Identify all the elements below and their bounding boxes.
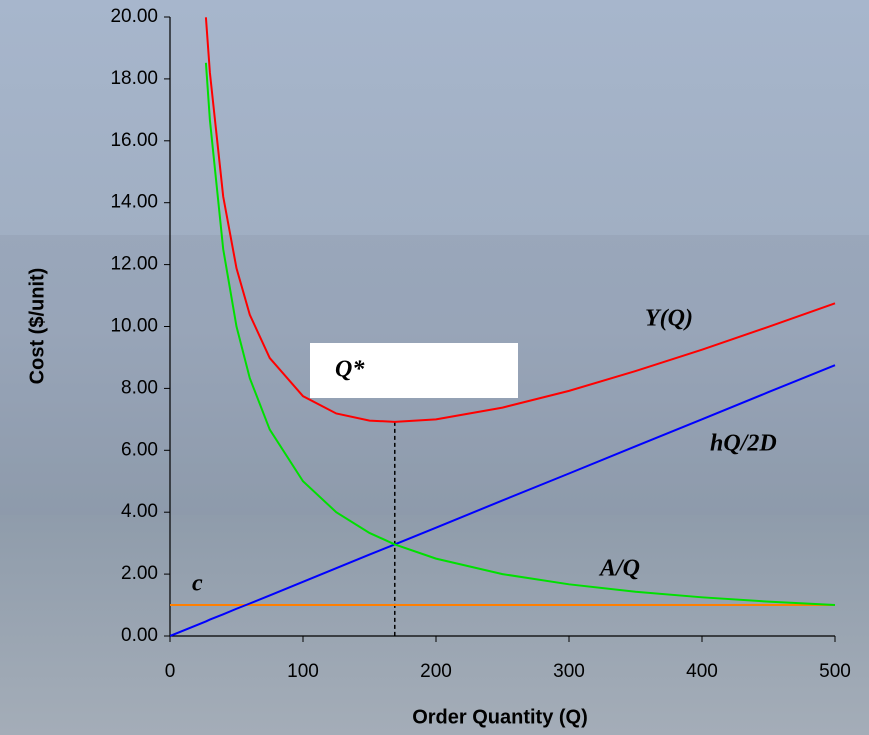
x-axis-title: Order Quantity (Q) (412, 706, 588, 728)
y-tick-label: 6.00 (121, 439, 158, 460)
series-label: hQ/2D (710, 431, 777, 457)
x-tick-label: 100 (287, 661, 319, 682)
chart: Q* Y(Q) A/Q hQ/2D c Order Quantity (Q) C… (0, 0, 869, 735)
x-tick-label: 200 (420, 661, 452, 682)
y-tick-label: 2.00 (121, 563, 158, 584)
y-tick-label: 10.00 (110, 316, 158, 337)
y-tick-label: 18.00 (110, 68, 158, 89)
series-label: Y(Q) (645, 306, 693, 332)
y-tick-label: 0.00 (121, 625, 158, 646)
y-tick-label: 16.00 (110, 130, 158, 151)
x-tick-label: 300 (553, 661, 585, 682)
y-axis-title: Cost ($/unit) (26, 268, 48, 385)
x-tick-label: 0 (165, 661, 176, 682)
optimum-label: Q* (335, 357, 365, 383)
x-tick-label: 400 (686, 661, 718, 682)
x-tick-label: 500 (819, 661, 851, 682)
y-tick-label: 20.00 (110, 6, 158, 27)
y-tick-label: 14.00 (110, 192, 158, 213)
y-tick-label: 4.00 (121, 501, 158, 522)
series-label: A/Q (598, 556, 640, 582)
y-tick-label: 8.00 (121, 377, 158, 398)
y-tick-label: 12.00 (110, 254, 158, 275)
series-label: c (192, 571, 203, 597)
